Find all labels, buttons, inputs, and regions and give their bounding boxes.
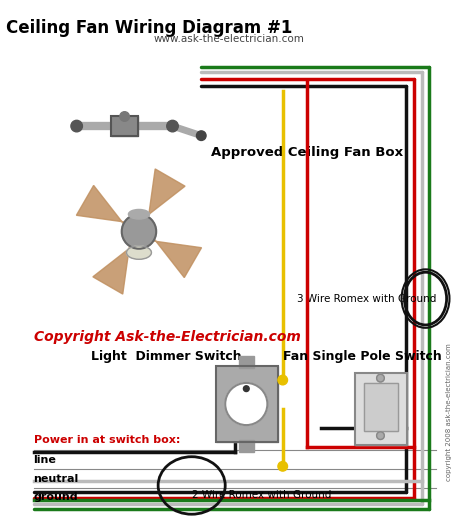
Text: Fan Single Pole Switch: Fan Single Pole Switch <box>283 350 441 363</box>
Text: 3 Wire Romex with Ground: 3 Wire Romex with Ground <box>297 294 437 304</box>
Circle shape <box>244 386 249 392</box>
Text: 2 Wire Romex with Ground: 2 Wire Romex with Ground <box>191 490 331 500</box>
Circle shape <box>225 383 267 425</box>
Polygon shape <box>76 186 129 227</box>
Text: Ceiling Fan Wiring Diagram #1: Ceiling Fan Wiring Diagram #1 <box>6 19 292 37</box>
Circle shape <box>278 461 288 471</box>
Circle shape <box>377 432 384 439</box>
Text: Approved Ceiling Fan Box: Approved Ceiling Fan Box <box>211 146 403 160</box>
Polygon shape <box>149 236 201 278</box>
Text: copyright 2008 ask-the-electrician.com: copyright 2008 ask-the-electrician.com <box>446 343 452 481</box>
Bar <box>364 383 398 431</box>
Bar <box>364 383 398 431</box>
Circle shape <box>196 131 206 140</box>
Bar <box>216 365 278 442</box>
Circle shape <box>71 120 82 132</box>
Ellipse shape <box>128 210 149 219</box>
Text: line: line <box>34 454 56 464</box>
Text: Copyright Ask-the-Electrician.com: Copyright Ask-the-Electrician.com <box>34 330 301 344</box>
Ellipse shape <box>127 246 151 259</box>
Bar <box>111 117 138 136</box>
Circle shape <box>122 214 156 249</box>
Circle shape <box>120 112 129 121</box>
Text: ground: ground <box>34 492 78 502</box>
Circle shape <box>278 375 288 385</box>
Bar <box>355 373 407 445</box>
Bar <box>238 440 254 452</box>
Text: neutral: neutral <box>34 474 79 484</box>
Circle shape <box>167 120 178 132</box>
Bar <box>238 356 254 368</box>
Bar <box>355 373 407 445</box>
Text: Light  Dimmer Switch: Light Dimmer Switch <box>91 350 242 363</box>
Circle shape <box>377 375 384 382</box>
Bar <box>111 117 138 136</box>
Text: Power in at switch box:: Power in at switch box: <box>34 435 180 445</box>
Text: www.ask-the-electrician.com: www.ask-the-electrician.com <box>153 34 304 44</box>
Polygon shape <box>93 242 135 294</box>
Bar <box>216 365 278 442</box>
Polygon shape <box>143 169 185 221</box>
